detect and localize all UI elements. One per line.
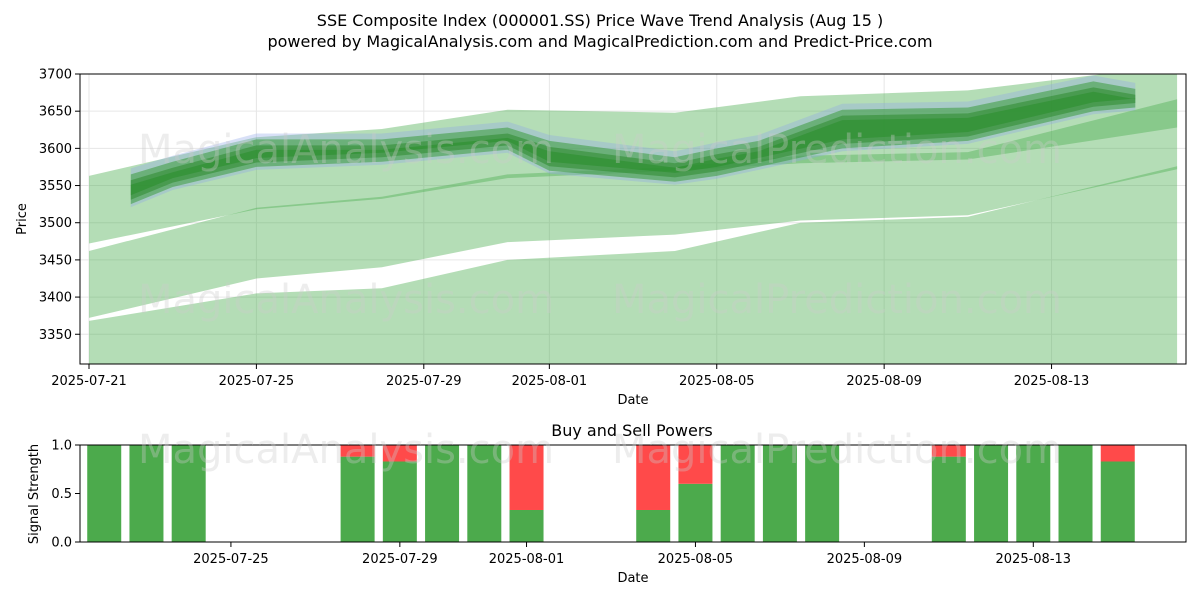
signal-y-tick-label-2: 1.0 xyxy=(51,439,72,454)
price-y-tick-label-7: 3700 xyxy=(39,68,72,83)
price-y-tick-label-3: 3500 xyxy=(39,216,72,231)
signal-x-tick-label-1: 2025-07-29 xyxy=(362,552,438,567)
sell-bar-13 xyxy=(931,445,966,457)
buy-bar-13 xyxy=(931,456,966,542)
price-band-2 xyxy=(89,166,1178,364)
signal-y-axis-label: Signal Strength xyxy=(27,444,42,544)
price-bands xyxy=(89,74,1178,364)
price-y-tick-label-5: 3600 xyxy=(39,142,72,157)
sell-bar-4 xyxy=(382,445,417,462)
price-y-ticks: 3350 3400 3450 3500 3550 3600 3650 3700 xyxy=(39,68,80,343)
buy-bar-4 xyxy=(382,461,417,542)
wave-band-blue-outer xyxy=(130,75,1136,208)
signal-x-tick-label-4: 2025-08-09 xyxy=(827,552,903,567)
sell-bar-9 xyxy=(678,445,713,484)
watermark-prediction-3: MagicalPrediction.com xyxy=(612,427,1062,473)
price-y-axis-label: Price xyxy=(15,203,30,235)
buy-bar-0 xyxy=(87,445,122,542)
buy-bar-2 xyxy=(171,445,206,542)
price-band-1 xyxy=(89,99,1178,318)
buy-bar-16 xyxy=(1058,445,1093,542)
signal-x-tick-label-2: 2025-08-01 xyxy=(489,552,565,567)
buy-bar-12 xyxy=(805,445,840,542)
buy-bar-7 xyxy=(509,509,544,542)
watermark-prediction-1: MagicalPrediction.com xyxy=(612,127,1062,173)
price-x-axis-label: Date xyxy=(617,393,648,408)
price-y-tick-label-1: 3400 xyxy=(39,291,72,306)
buy-bar-1 xyxy=(129,445,164,542)
price-y-tick-label-0: 3350 xyxy=(39,328,72,343)
watermark-analysis-2: MagicalAnalysis.com xyxy=(138,277,554,323)
signal-x-tick-label-3: 2025-08-05 xyxy=(658,552,734,567)
signal-x-tick-label-0: 2025-07-25 xyxy=(193,552,269,567)
buy-bar-10 xyxy=(720,445,755,542)
buy-bar-11 xyxy=(762,445,797,542)
buy-bar-8 xyxy=(636,509,671,542)
buy-bar-3 xyxy=(340,456,375,542)
signal-y-tick-label-1: 0.5 xyxy=(51,487,72,502)
signal-x-ticks: 2025-07-25 2025-07-29 2025-08-01 2025-08-05… xyxy=(193,542,1071,567)
chart-title: SSE Composite Index (000001.SS) Price Wa… xyxy=(317,11,883,30)
buy-bar-17 xyxy=(1100,461,1135,542)
watermark-analysis-3: MagicalAnalysis.com xyxy=(138,427,554,473)
sell-bar-8 xyxy=(636,445,671,510)
sell-bar-7 xyxy=(509,445,544,510)
signal-chart-title: Buy and Sell Powers xyxy=(551,421,713,440)
chart-subtitle: powered by MagicalAnalysis.com and Magic… xyxy=(267,32,932,51)
price-x-tick-label-5: 2025-08-09 xyxy=(846,374,922,389)
price-y-tick-label-6: 3650 xyxy=(39,105,72,120)
price-y-tick-label-2: 3450 xyxy=(39,253,72,268)
watermark-analysis-1: MagicalAnalysis.com xyxy=(138,127,554,173)
signal-y-tick-label-0: 0.0 xyxy=(51,536,72,551)
price-x-tick-label-6: 2025-08-13 xyxy=(1014,374,1090,389)
signal-bars xyxy=(87,445,1135,542)
price-x-tick-label-3: 2025-08-01 xyxy=(512,374,588,389)
wave-band-core xyxy=(130,81,1136,205)
buy-bar-15 xyxy=(1016,445,1051,542)
price-y-tick-label-4: 3550 xyxy=(39,179,72,194)
sell-bar-17 xyxy=(1100,445,1135,462)
signal-x-tick-label-5: 2025-08-13 xyxy=(996,552,1072,567)
buy-bar-9 xyxy=(678,483,713,542)
signal-y-ticks: 0.0 0.5 1.0 xyxy=(51,439,80,551)
price-x-tick-label-0: 2025-07-21 xyxy=(51,374,127,389)
sell-bar-3 xyxy=(340,445,375,457)
price-x-tick-label-2: 2025-07-29 xyxy=(386,374,462,389)
buy-bar-6 xyxy=(467,445,502,542)
price-x-tick-label-1: 2025-07-25 xyxy=(219,374,295,389)
wave-band-inner xyxy=(130,87,1136,200)
watermark-prediction-2: MagicalPrediction.com xyxy=(612,277,1062,323)
price-x-tick-label-4: 2025-08-05 xyxy=(679,374,755,389)
signal-x-axis-label: Date xyxy=(617,571,648,586)
price-x-ticks: 2025-07-21 2025-07-25 2025-07-29 2025-08-01… xyxy=(51,364,1089,389)
buy-bar-14 xyxy=(974,445,1009,542)
buy-bar-5 xyxy=(425,445,460,542)
price-plot-frame xyxy=(79,73,1187,365)
